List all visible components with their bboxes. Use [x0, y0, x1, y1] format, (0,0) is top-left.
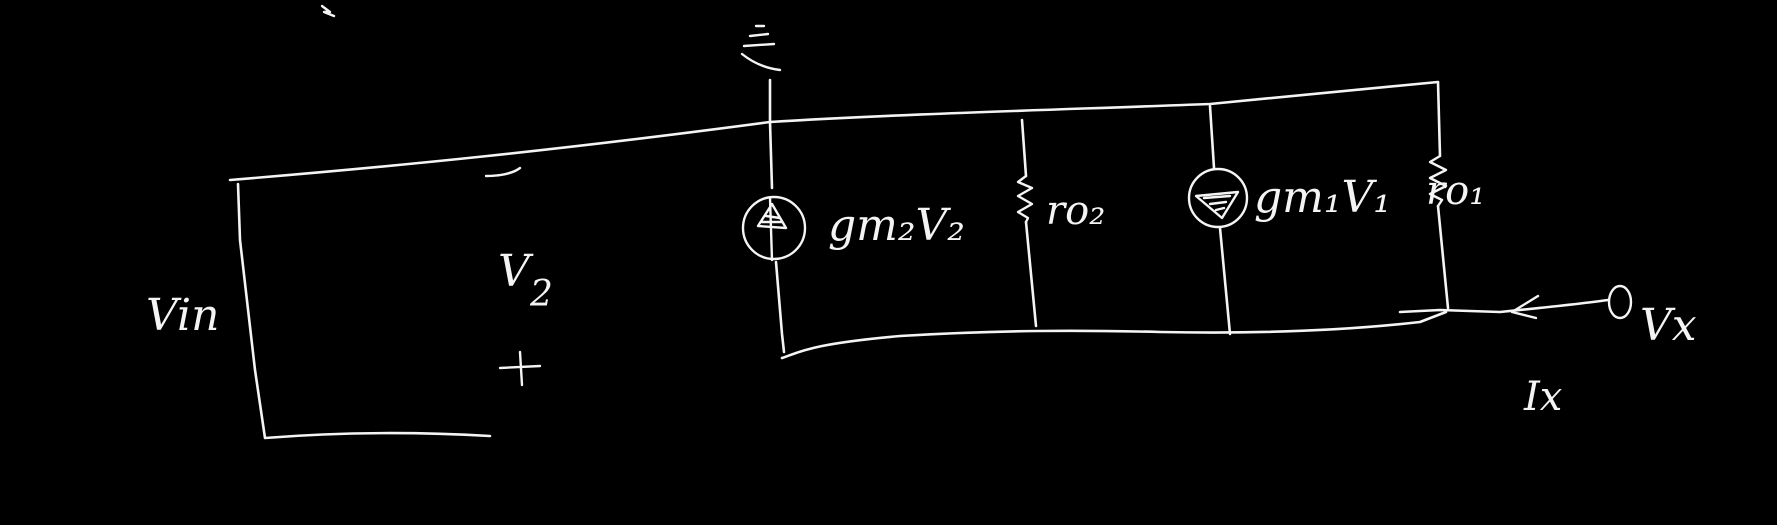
ro2-label: ro₂	[1046, 188, 1105, 234]
top-wire	[228, 80, 1440, 182]
v2-subscript: 2	[529, 274, 553, 315]
output-wire	[1398, 298, 1610, 314]
plus-mark	[498, 350, 542, 387]
gm2v2-label: gm₂V₂	[828, 200, 965, 251]
vx-label: Vx	[1640, 300, 1697, 351]
gm1v1-label: gm₁V₁	[1254, 172, 1391, 223]
gm2-branch-wire	[768, 120, 786, 354]
gm1-branch-wire	[1208, 104, 1232, 336]
arrow-icon	[1510, 294, 1540, 320]
ground-icon	[740, 24, 782, 124]
terminal-icon	[1607, 284, 1633, 320]
ix-label: Ix	[1523, 374, 1562, 420]
vin-loop-wire	[236, 182, 492, 440]
ro1-branch-wire	[1436, 80, 1450, 310]
resistor-icon	[1428, 154, 1448, 208]
ro2-branch-wire	[1020, 118, 1038, 328]
current-source-icon	[741, 195, 807, 262]
current-source-icon	[1187, 167, 1249, 229]
resistor-icon	[1016, 174, 1034, 224]
v2-label: V	[498, 246, 534, 297]
scribble-mark	[320, 4, 336, 18]
bottom-wire	[780, 310, 1448, 360]
ro1-label: ro₁	[1426, 168, 1485, 214]
minus-mark	[484, 166, 522, 178]
vin-label: Vin	[146, 290, 219, 341]
